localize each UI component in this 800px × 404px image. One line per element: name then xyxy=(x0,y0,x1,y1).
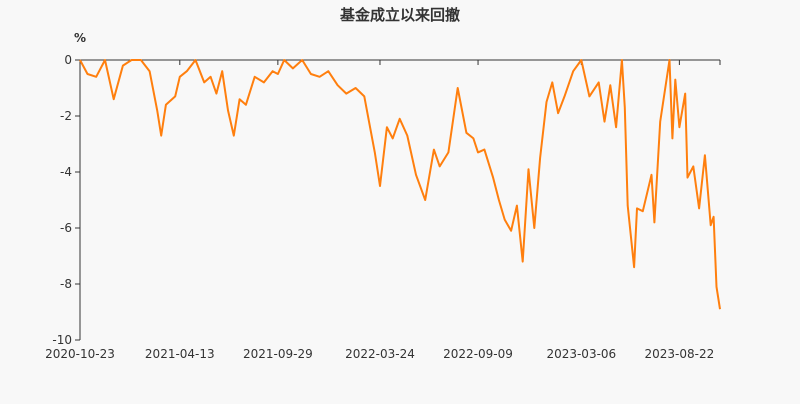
y-tick-label: -2 xyxy=(60,109,72,123)
x-tick-label: 2021-09-29 xyxy=(243,347,313,361)
x-tick-label: 2022-03-24 xyxy=(345,347,415,361)
drawdown-series-line xyxy=(79,59,721,310)
x-tick-label: 2023-08-22 xyxy=(645,347,715,361)
y-tick-label: -10 xyxy=(52,333,72,347)
x-tick-label: 2023-03-06 xyxy=(546,347,616,361)
x-tick-label: 2020-10-23 xyxy=(45,347,115,361)
plot-area xyxy=(79,59,721,310)
y-tick-label: -6 xyxy=(60,221,72,235)
y-axis: 0 -2 -4 -6 -8 -10 xyxy=(52,53,81,347)
y-tick-label: 0 xyxy=(64,53,72,67)
chart-title: 基金成立以来回撤 xyxy=(339,6,460,24)
x-tick-label: 2022-09-09 xyxy=(443,347,513,361)
x-axis: 2020-10-23 2021-04-13 2021-09-29 2022-03-24… xyxy=(45,59,721,361)
y-tick-label: -4 xyxy=(60,165,72,179)
y-tick-label: -8 xyxy=(60,277,72,291)
y-axis-unit-label: % xyxy=(74,31,86,45)
x-tick-label: 2021-04-13 xyxy=(145,347,215,361)
